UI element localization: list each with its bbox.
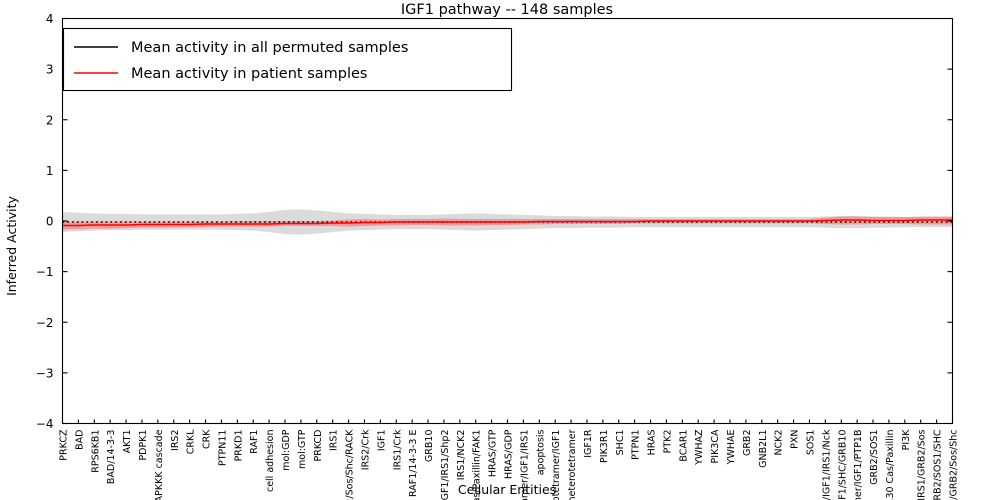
x-tick-label: IRS2/Crk bbox=[360, 429, 371, 470]
x-tick-label: NCK2 bbox=[774, 430, 785, 456]
x-tick-label: IGF-1R heterotetramer/IGF1/IRS1/GRB2/Sos bbox=[917, 429, 928, 500]
x-tick-label: apoptosis bbox=[535, 429, 546, 475]
x-tick-label: IGF-1R heterotetramer/IGF1/IRS1/Shp2 bbox=[440, 430, 451, 500]
x-tick-label: IGF-1R heterotetramer/IGF1/IRS1/Nck bbox=[821, 429, 832, 500]
x-tick-label: mol:GTP bbox=[297, 429, 308, 469]
x-tick-label: PRKD1 bbox=[233, 430, 244, 462]
legend: Mean activity in all permuted samples Me… bbox=[62, 27, 513, 92]
x-axis-label: Cellular Entities bbox=[458, 482, 556, 497]
legend-box bbox=[62, 27, 513, 92]
x-tick-label: CRKL bbox=[186, 429, 197, 454]
series-band bbox=[62, 216, 953, 230]
x-tick-label: HRAS/GTP bbox=[488, 429, 499, 477]
x-tick-label: IRS1 bbox=[329, 430, 340, 451]
x-tick-label: IGF-1R heterotetramer/IGF1/PTP1B bbox=[853, 429, 864, 500]
x-tick-label: GRB2/SOS1/SHC bbox=[933, 429, 944, 500]
x-tick-label: BAD bbox=[74, 430, 85, 450]
legend-label-permuted: Mean activity in all permuted samples bbox=[131, 40, 408, 56]
x-tick-label: GNB2L1 bbox=[758, 430, 769, 468]
y-axis: −4 −3 −2 −1 0 1 2 3 4 bbox=[36, 12, 953, 431]
x-tick-label: IGF-1R heterotetramer bbox=[567, 429, 578, 500]
series-line bbox=[62, 219, 953, 227]
x-tick-label: SHC1 bbox=[615, 430, 626, 456]
x-tick-label: IGF-1R heterotetramer/IGF1 bbox=[551, 430, 562, 500]
x-tick-label: Crk/p130 Cas/Paxillin/FAK1 bbox=[472, 430, 483, 500]
x-tick-label: PIK3R1 bbox=[599, 430, 610, 463]
x-tick-label: PXN bbox=[790, 430, 801, 449]
x-tick-label: SOS1 bbox=[805, 430, 816, 456]
x-tick-label: RAF1 bbox=[249, 430, 260, 454]
x-tick-label: IGF1R bbox=[583, 429, 594, 458]
x-tick-label: BCAR1 bbox=[678, 430, 689, 462]
x-tick-label: CRK bbox=[202, 429, 213, 449]
y-axis-label: Inferred Activity bbox=[4, 195, 19, 295]
plot-frame bbox=[61, 17, 954, 425]
y-tick-label: −1 bbox=[36, 265, 54, 279]
y-tick-label: 2 bbox=[46, 113, 54, 127]
x-tick-label: PI3K bbox=[901, 429, 912, 451]
y-tick-label: −4 bbox=[36, 417, 54, 431]
y-tick-label: 0 bbox=[46, 215, 54, 229]
x-tick-label: BAD/14-3-3 bbox=[106, 430, 117, 485]
x-tick-label: IRS2 bbox=[170, 430, 181, 451]
x-tick-label: PDPK1 bbox=[138, 430, 149, 461]
x-tick-label: PTK2 bbox=[662, 430, 673, 454]
y-tick-label: −2 bbox=[36, 316, 54, 330]
x-tick-label: positive regulation of MAPKKK cascade bbox=[154, 429, 165, 500]
series-lines bbox=[62, 219, 953, 227]
x-tick-label: AKT1 bbox=[122, 430, 133, 454]
x-tick-label: Crk/p130 Cas/Paxillin bbox=[885, 430, 896, 500]
y-tick-label: 1 bbox=[46, 164, 54, 178]
x-tick-label: GRB10 bbox=[424, 430, 435, 463]
x-tick-label: HRAS/GDP bbox=[504, 429, 515, 479]
x-tick-label: RPS6KB1 bbox=[90, 430, 101, 473]
legend-label-patient: Mean activity in patient samples bbox=[131, 66, 367, 82]
x-tick-label: IRS1/NCK2 bbox=[456, 429, 467, 480]
x-tick-label: mol:GDP bbox=[281, 429, 292, 471]
x-tick-label: IGF-1R heterotetramer/IGF1/IRS1/GRB2/Sos… bbox=[345, 429, 356, 500]
y-tick-label: −3 bbox=[36, 366, 54, 380]
x-tick-label: YWHAZ bbox=[694, 429, 705, 466]
x-tick-label: IGF-1R heterotetramer/IGF1/GRB2/Sos/Shc bbox=[949, 430, 960, 500]
x-tick-label: HRAS bbox=[647, 430, 658, 456]
x-tick-label: GRB2/SOS1 bbox=[869, 430, 880, 485]
y-tick-label: 3 bbox=[46, 63, 54, 77]
x-tick-label: YWHAE bbox=[726, 430, 737, 466]
x-tick-label: IGF-1R heterotetramer/IGF1/IRS1 bbox=[519, 430, 530, 500]
x-tick-label: IGF1 bbox=[376, 430, 387, 452]
x-tick-label: PRKCZ bbox=[59, 429, 70, 461]
x-tick-label: PRKCD bbox=[313, 430, 324, 462]
x-tick-label: PIK3CA bbox=[710, 429, 721, 463]
chart-title: IGF1 pathway -- 148 samples bbox=[401, 2, 613, 18]
x-tick-label: PTPN1 bbox=[631, 430, 642, 460]
x-tick-label: cell adhesion bbox=[265, 430, 276, 493]
x-tick-label: PTPN11 bbox=[217, 430, 228, 466]
x-axis-ticks: PRKCZ BAD RPS6KB1 BAD/14-3-3 AKT1 PDPK1 positi… bbox=[59, 419, 960, 500]
x-tick-label: IGF-1R heterotetramer/IGF1/SHC/GRB10 bbox=[837, 430, 848, 500]
y-tick-label: 4 bbox=[46, 12, 54, 26]
x-tick-label: IRS1/Crk bbox=[392, 429, 403, 470]
x-tick-label: RAF1/14-3-3 E bbox=[408, 430, 419, 497]
x-tick-label: GRB2 bbox=[742, 430, 753, 457]
